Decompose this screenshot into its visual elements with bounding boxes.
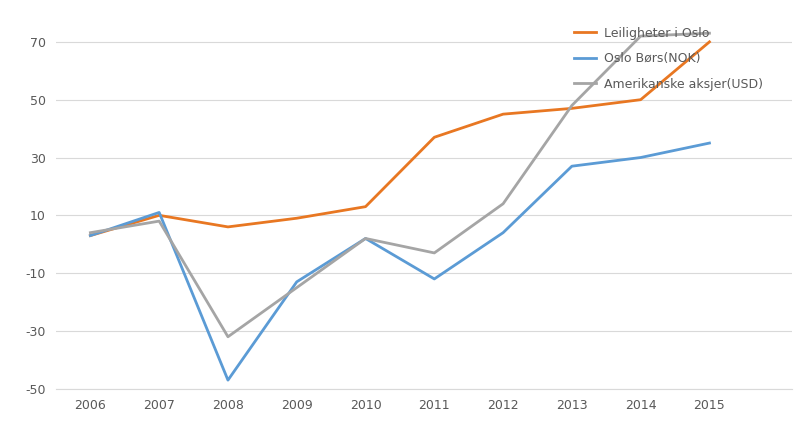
Oslo Børs(NOK): [705, 140, 714, 146]
Leiligheter i Oslo: [430, 135, 439, 140]
Oslo Børs(NOK): [86, 233, 95, 238]
Leiligheter i Oslo: [567, 106, 577, 111]
Amerikanske aksjer(USD): [430, 250, 439, 255]
Leiligheter i Oslo: [361, 204, 370, 209]
Amerikanske aksjer(USD): [567, 103, 577, 108]
Oslo Børs(NOK): [154, 210, 164, 215]
Amerikanske aksjer(USD): [705, 31, 714, 36]
Leiligheter i Oslo: [636, 97, 646, 102]
Leiligheter i Oslo: [498, 111, 508, 117]
Leiligheter i Oslo: [292, 216, 302, 221]
Oslo Børs(NOK): [498, 230, 508, 235]
Leiligheter i Oslo: [154, 213, 164, 218]
Leiligheter i Oslo: [86, 233, 95, 238]
Amerikanske aksjer(USD): [154, 219, 164, 224]
Legend: Leiligheter i Oslo, Oslo Børs(NOK), Amerikanske aksjer(USD): Leiligheter i Oslo, Oslo Børs(NOK), Amer…: [574, 27, 762, 91]
Amerikanske aksjer(USD): [86, 230, 95, 235]
Line: Leiligheter i Oslo: Leiligheter i Oslo: [90, 42, 710, 235]
Amerikanske aksjer(USD): [498, 201, 508, 206]
Leiligheter i Oslo: [705, 39, 714, 44]
Line: Oslo Børs(NOK): Oslo Børs(NOK): [90, 143, 710, 380]
Amerikanske aksjer(USD): [361, 236, 370, 241]
Oslo Børs(NOK): [361, 236, 370, 241]
Oslo Børs(NOK): [567, 164, 577, 169]
Oslo Børs(NOK): [292, 279, 302, 284]
Oslo Børs(NOK): [223, 378, 233, 383]
Oslo Børs(NOK): [636, 155, 646, 160]
Leiligheter i Oslo: [223, 224, 233, 229]
Amerikanske aksjer(USD): [223, 334, 233, 340]
Line: Amerikanske aksjer(USD): Amerikanske aksjer(USD): [90, 33, 710, 337]
Oslo Børs(NOK): [430, 276, 439, 282]
Amerikanske aksjer(USD): [636, 34, 646, 39]
Amerikanske aksjer(USD): [292, 285, 302, 290]
